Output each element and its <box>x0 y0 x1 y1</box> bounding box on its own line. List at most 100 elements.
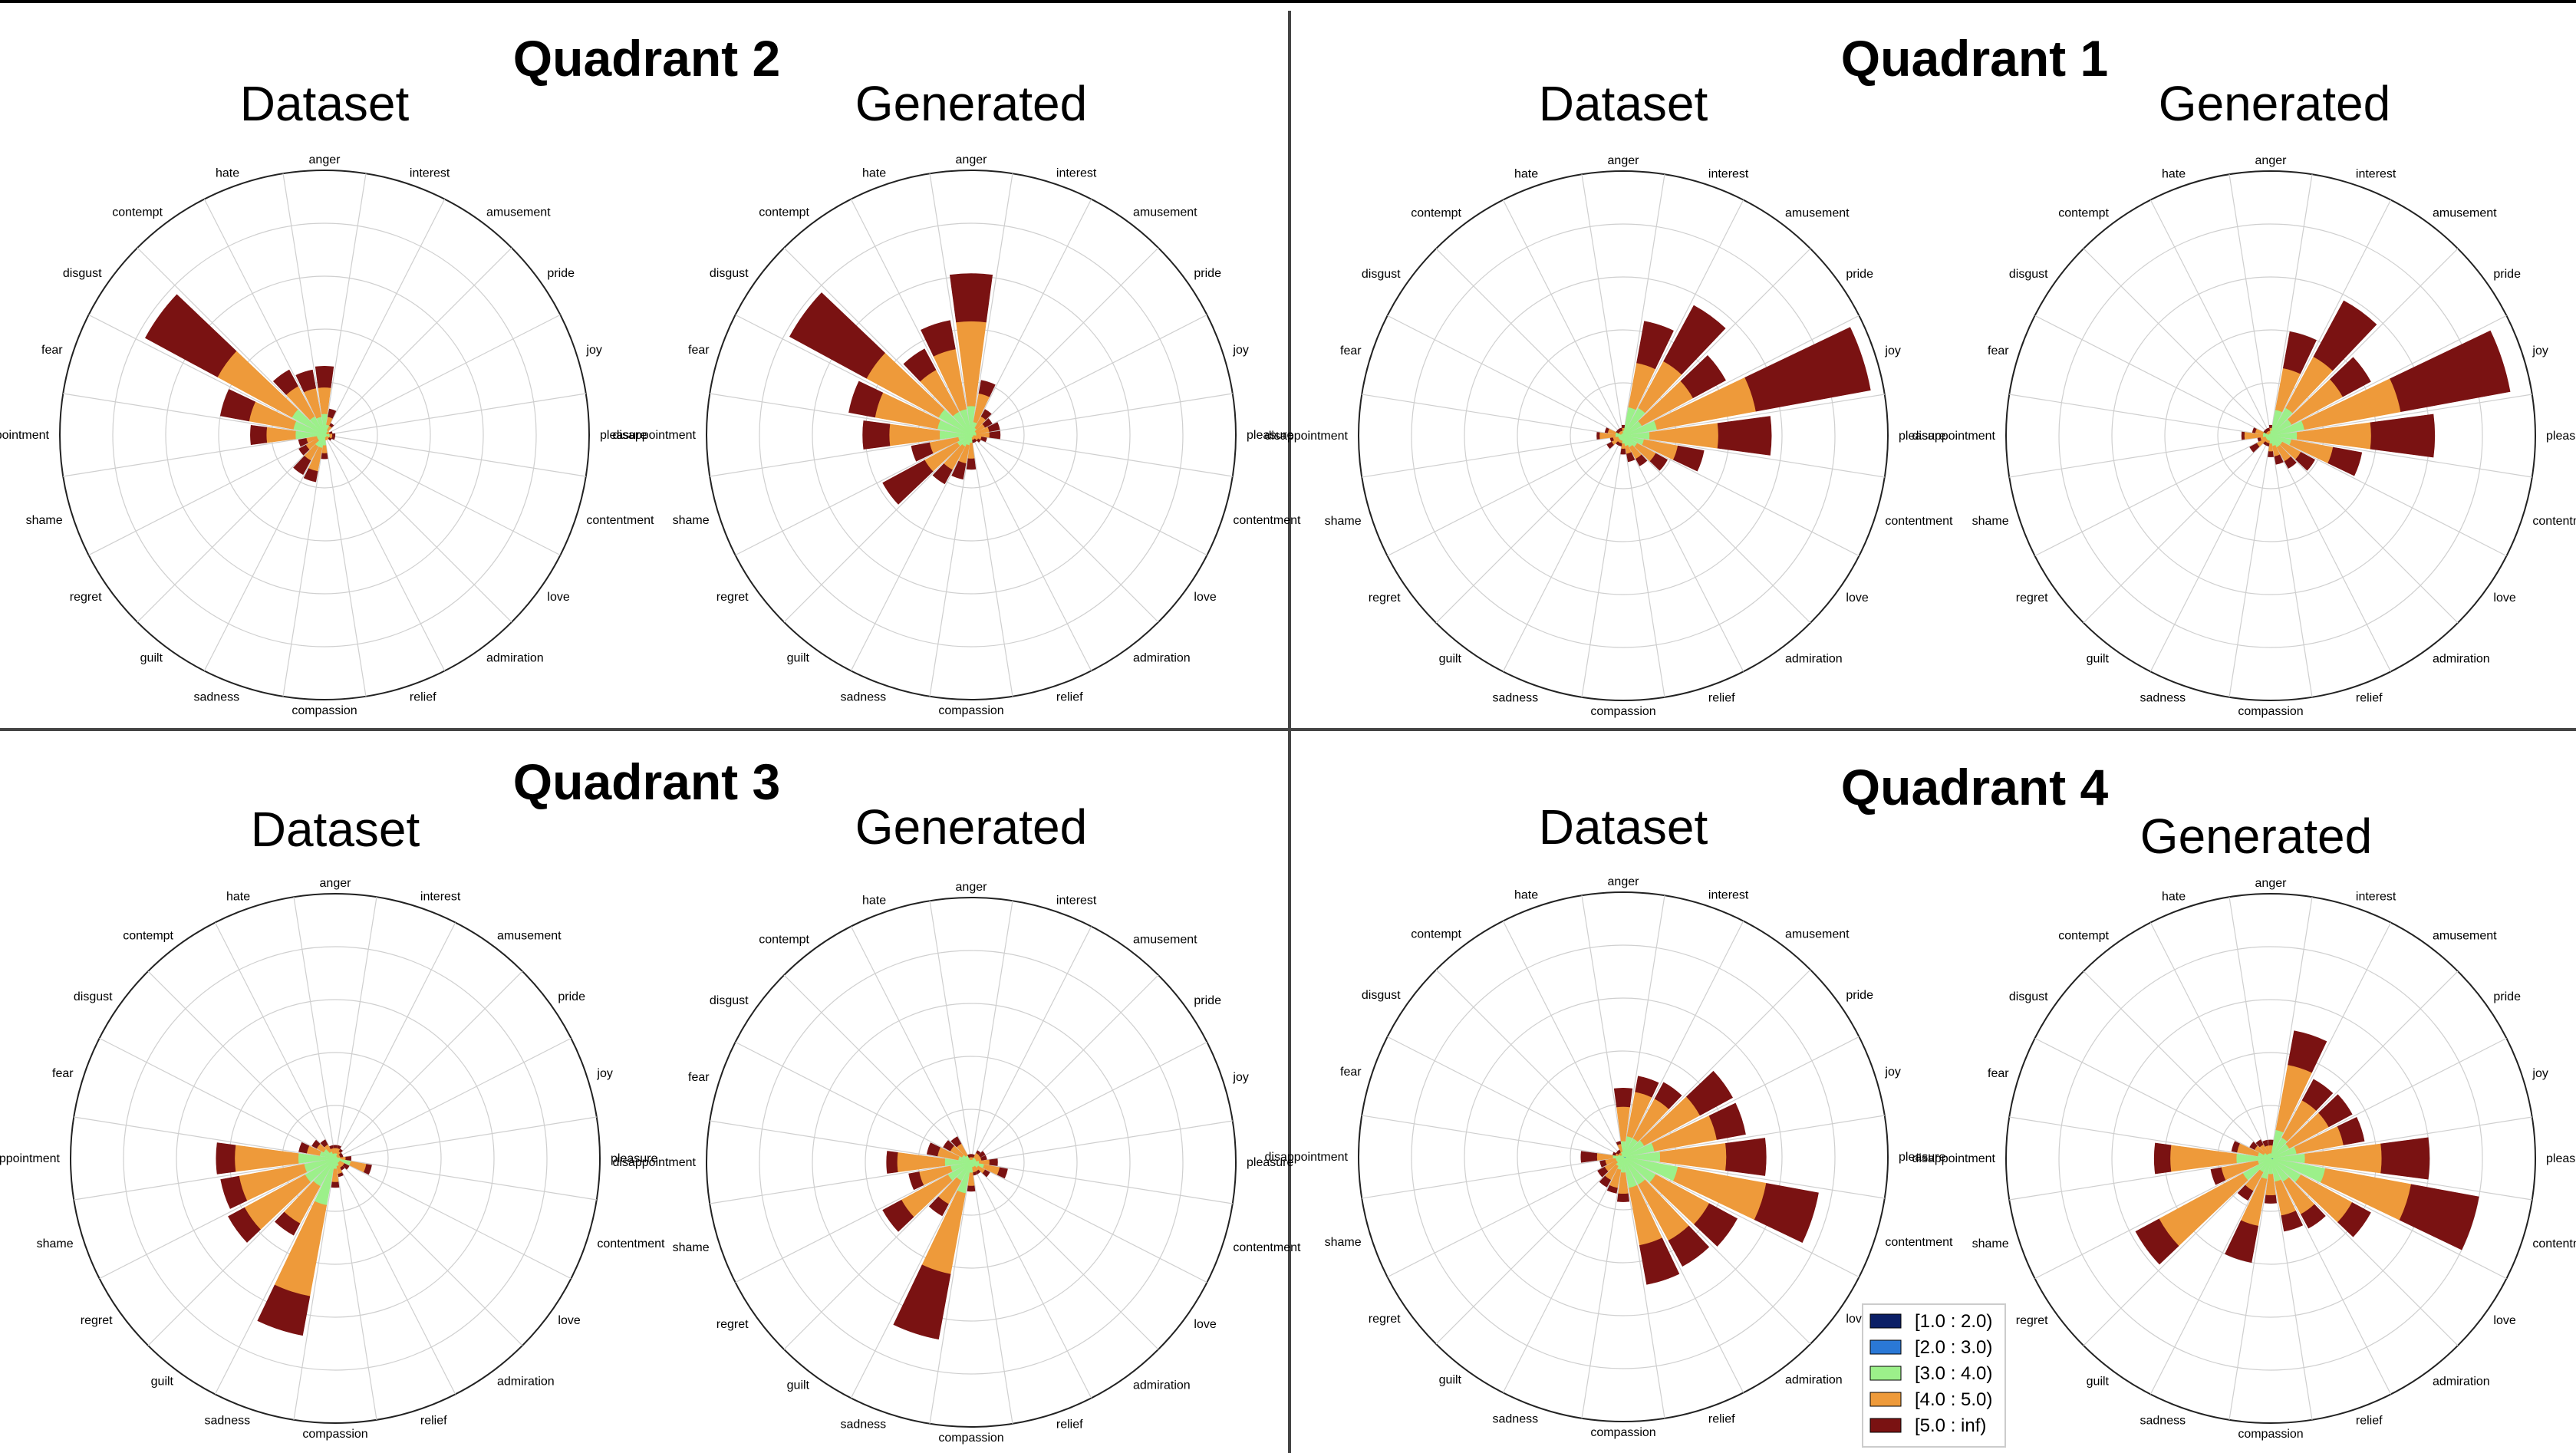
bar-love-5 <box>977 438 981 443</box>
bar-fear-5 <box>848 381 884 418</box>
category-label-disappointment: disappointment <box>612 429 696 442</box>
grid-spoke <box>970 314 1207 436</box>
category-label-contentment: contentment <box>1885 515 1953 528</box>
category-label-contentment: contentment <box>586 514 654 527</box>
category-label-amusement: amusement <box>1133 206 1197 219</box>
grid-spoke <box>970 173 1013 436</box>
bar-contentment-5 <box>2327 446 2363 476</box>
grid-spoke <box>1622 1156 1665 1418</box>
category-label-shame: shame <box>673 514 710 527</box>
bar-disappointment-5 <box>216 1142 236 1175</box>
category-label-pleasure: pleasure <box>2546 1152 2576 1165</box>
grid-spoke <box>970 434 1159 623</box>
category-label-amusement: amusement <box>1133 934 1197 947</box>
bar-amusement-5 <box>2301 1079 2334 1111</box>
category-label-regret: regret <box>81 1314 113 1327</box>
bar-fear-5 <box>2231 1141 2240 1153</box>
grid-spoke <box>970 434 1207 556</box>
bar-amusement-5 <box>2313 300 2377 371</box>
category-label-joy: joy <box>585 344 601 357</box>
bar-pride-5 <box>2330 357 2371 397</box>
bar-love-5 <box>1694 1203 1738 1247</box>
category-label-guilt: guilt <box>1439 1373 1462 1386</box>
bar-admiration-5 <box>340 1165 345 1171</box>
bar-disappointment-5 <box>1596 432 1600 440</box>
grid-spoke <box>1581 174 1624 437</box>
category-label-interest: interest <box>1056 167 1097 180</box>
q2-dataset-title: Dataset <box>240 76 410 131</box>
category-label-joy: joy <box>596 1067 612 1080</box>
grid-spoke <box>970 974 1159 1163</box>
bar-contempt-5 <box>320 1139 328 1148</box>
bar-disgust-5 <box>1616 430 1620 434</box>
bar-contentment-5 <box>363 1164 372 1175</box>
grid-spoke <box>970 393 1233 436</box>
category-label-admiration: admiration <box>2433 652 2490 665</box>
legend-label-4: [4.0 : 5.0) <box>1915 1389 1992 1410</box>
category-label-interest: interest <box>410 167 450 180</box>
grid-spoke <box>214 1158 336 1395</box>
grid-spoke <box>1362 435 1624 478</box>
bar-love-5 <box>328 437 332 441</box>
category-label-compassion: compassion <box>1590 705 1655 718</box>
category-label-contempt: contempt <box>123 930 173 943</box>
bar-relief-5 <box>1639 1237 1680 1285</box>
bar-interest-5 <box>978 380 996 397</box>
outer-circle <box>70 893 601 1424</box>
category-label-contentment: contentment <box>597 1237 665 1250</box>
q4-dataset-title: Dataset <box>1539 799 1708 855</box>
grid-spoke <box>1362 394 1624 437</box>
grid-spoke <box>1622 394 1885 437</box>
category-label-pleasure: pleasure <box>611 1152 657 1165</box>
grid-spoke <box>2083 970 2271 1159</box>
bar-hate-5 <box>1616 1141 1622 1145</box>
bar-pride-5 <box>1680 354 1726 399</box>
bar-relief-5 <box>2274 454 2284 465</box>
q1-generated-title: Generated <box>2159 76 2390 131</box>
grid-spoke <box>970 1120 1233 1163</box>
category-label-amusement: amusement <box>2433 930 2497 943</box>
grid-spoke <box>1622 435 1860 557</box>
category-label-regret: regret <box>2016 1314 2048 1327</box>
bar-amusement-5 <box>1654 1082 1682 1109</box>
outer-circle <box>706 170 1237 700</box>
category-label-admiration: admiration <box>1785 652 1843 665</box>
category-label-sadness: sadness <box>1493 691 1539 704</box>
grid-spoke <box>970 1161 1092 1399</box>
outer-circle <box>1358 170 1889 701</box>
bar-disappointment-5 <box>250 424 268 446</box>
grid-spoke <box>2228 1158 2271 1420</box>
category-label-disappointment: disappointment <box>612 1156 696 1169</box>
bar-interest-5 <box>337 1145 341 1150</box>
bar-joy-5 <box>339 1155 344 1158</box>
category-label-relief: relief <box>2356 691 2383 704</box>
grid-spoke <box>2149 435 2271 672</box>
category-label-anger: anger <box>956 153 988 166</box>
grid-spoke <box>2270 922 2392 1159</box>
q3-dataset-polar: anger interest amusement pride joy pleasure co… <box>0 877 665 1441</box>
bar-admiration-5 <box>1668 1225 1710 1267</box>
bar-joy-5 <box>328 431 333 435</box>
grid-spoke <box>970 247 1159 436</box>
bar-amusement-5 <box>338 1148 343 1153</box>
bar-joy-5 <box>1744 327 1871 412</box>
bar-interest-5 <box>2282 331 2317 374</box>
grid-spoke <box>1622 435 1811 624</box>
bar-pleasure-5 <box>989 430 1001 440</box>
category-label-pleasure: pleasure <box>1247 1156 1293 1169</box>
bar-interest-5 <box>1635 1076 1659 1098</box>
category-label-shame: shame <box>26 514 63 527</box>
category-label-love: love <box>2493 591 2515 605</box>
bar-pride-5 <box>982 418 993 428</box>
grid-spoke <box>99 1158 336 1280</box>
category-label-amusement: amusement <box>497 930 562 943</box>
bar-admiration-4 <box>325 437 329 440</box>
bar-regret-5 <box>2249 443 2260 453</box>
category-label-hate: hate <box>862 167 886 180</box>
category-label-anger: anger <box>320 877 352 890</box>
grid-spoke <box>2270 970 2459 1159</box>
bar-disappointment-5 <box>862 420 891 450</box>
grid-spoke <box>710 434 972 477</box>
category-label-contempt: contempt <box>2058 930 2109 943</box>
grid-spoke <box>1435 248 1624 437</box>
